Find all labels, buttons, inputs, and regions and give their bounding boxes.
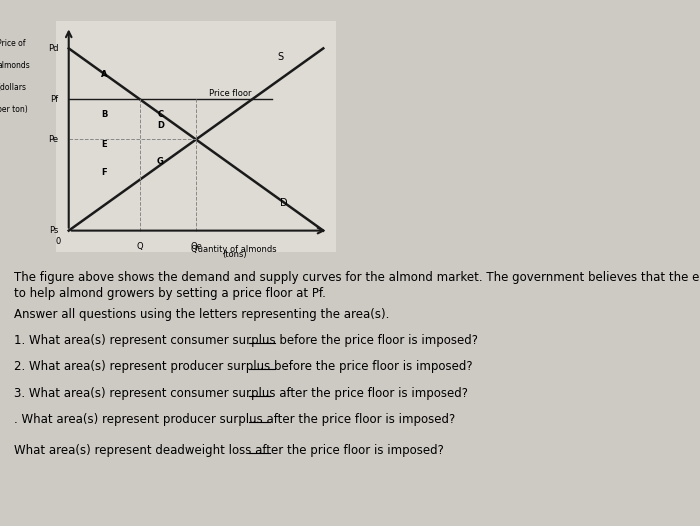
Text: F: F [102, 168, 107, 177]
Text: C: C [158, 110, 163, 119]
Text: almonds: almonds [0, 61, 30, 70]
Text: The figure above shows the demand and supply curves for the almond market. The g: The figure above shows the demand and su… [14, 271, 700, 284]
Text: (dollars: (dollars [0, 83, 27, 92]
Text: 0: 0 [56, 237, 61, 246]
Text: to help almond growers by setting a price floor at Pf.: to help almond growers by setting a pric… [14, 287, 326, 300]
Text: B: B [102, 110, 108, 119]
Text: A: A [101, 70, 108, 79]
Text: 1. What area(s) represent consumer surplus before the price floor is imposed?: 1. What area(s) represent consumer surpl… [14, 334, 478, 347]
Text: . What area(s) represent producer surplus after the price floor is imposed?: . What area(s) represent producer surplu… [14, 413, 455, 426]
Text: Answer all questions using the letters representing the area(s).: Answer all questions using the letters r… [14, 308, 389, 321]
Text: per ton): per ton) [0, 105, 28, 114]
Text: 3. What area(s) represent consumer surplus after the price floor is imposed?: 3. What area(s) represent consumer surpl… [14, 387, 468, 400]
Text: Ps: Ps [49, 226, 59, 235]
Text: Price of: Price of [0, 39, 26, 48]
Text: Price floor: Price floor [209, 89, 251, 98]
Text: D: D [280, 198, 288, 208]
Text: What area(s) represent deadweight loss after the price floor is imposed?: What area(s) represent deadweight loss a… [14, 444, 444, 458]
Text: Qe: Qe [190, 241, 202, 250]
Text: E: E [102, 140, 107, 149]
Text: Quantity of almonds: Quantity of almonds [191, 245, 277, 254]
Text: Q: Q [136, 241, 144, 250]
Text: Pe: Pe [48, 135, 59, 144]
Text: Pf: Pf [50, 95, 59, 104]
Text: S: S [277, 53, 284, 63]
Text: (tons): (tons) [222, 250, 246, 259]
Text: D: D [157, 122, 164, 130]
Text: Pd: Pd [48, 44, 59, 53]
Text: G: G [157, 157, 164, 166]
Text: 2. What area(s) represent producer surplus before the price floor is imposed?: 2. What area(s) represent producer surpl… [14, 360, 472, 373]
